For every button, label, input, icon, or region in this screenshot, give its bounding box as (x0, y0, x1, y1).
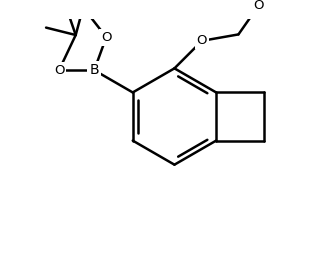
Text: O: O (253, 0, 264, 12)
Text: B: B (89, 63, 99, 77)
Text: O: O (101, 31, 112, 44)
Text: O: O (54, 64, 64, 77)
Text: O: O (197, 34, 207, 47)
